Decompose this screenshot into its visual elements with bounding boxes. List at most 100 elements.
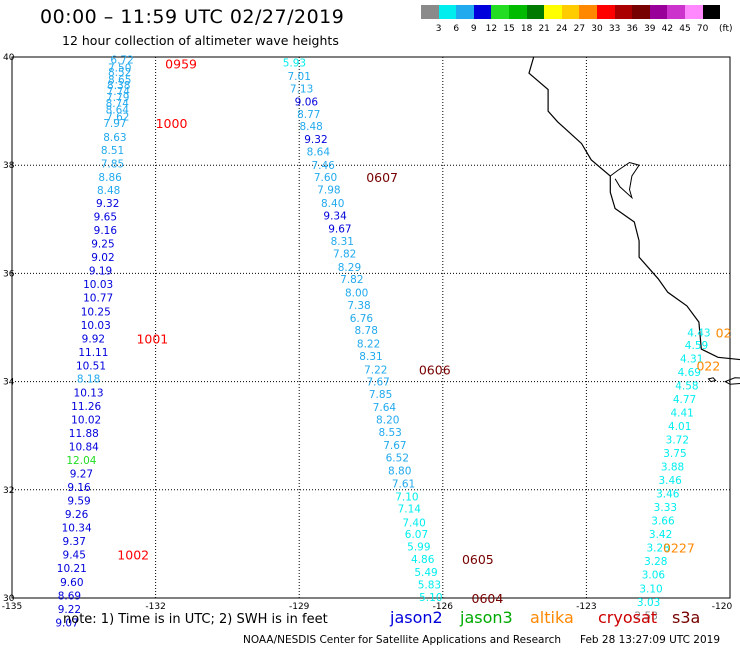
wave-height-value: 9.26: [65, 509, 89, 521]
wave-height-value: 5.10: [419, 592, 442, 604]
wave-height-value: 10.51: [76, 360, 106, 372]
pass-time-label: 0606: [419, 363, 451, 378]
lat-tick-label: 30: [3, 594, 15, 604]
pass-time-label: 1001: [136, 331, 168, 346]
wave-height-value: 4.86: [411, 554, 435, 566]
wave-height-value: 4.01: [668, 421, 691, 433]
pass-time-label: 0227: [663, 541, 695, 556]
wave-height-value: 9.07: [55, 617, 78, 629]
lon-tick-label: -135: [2, 602, 22, 612]
wave-height-value: 8.80: [388, 465, 411, 477]
wave-height-value: 6.52: [386, 452, 409, 464]
wave-height-value: 8.31: [331, 236, 354, 248]
lat-tick-label: 38: [3, 161, 15, 171]
legend-swatch: [597, 5, 615, 19]
wave-height-value: 3.10: [639, 583, 662, 595]
wave-height-value: 8.31: [359, 351, 382, 363]
legend-bin-label: 33: [608, 24, 621, 34]
map-title: 00:00 – 11:59 UTC 02/27/2019: [40, 6, 345, 28]
satellite-tracks: 6.727.508.528.658.387.747.798.748.647.62…: [55, 55, 710, 630]
wave-height-value: 3.28: [644, 556, 667, 568]
wave-height-value: 7.79: [106, 92, 129, 104]
legend-swatch: [544, 5, 562, 19]
wave-height-value: 7.67: [383, 440, 406, 452]
wave-height-value: 6.72: [110, 55, 133, 67]
legend-bin-label: 27: [573, 24, 586, 34]
coastline: [528, 56, 740, 385]
pass-time-label: 0605: [462, 552, 494, 567]
wave-height-value: 9.16: [94, 225, 118, 237]
wave-height-value: 4.59: [685, 340, 708, 352]
wave-height-value: 4.43: [687, 327, 710, 339]
wave-height-value: 8.20: [376, 414, 399, 426]
legend-swatch: [421, 5, 439, 19]
pass-time-label: 1000: [156, 116, 188, 131]
wave-height-value: 7.38: [347, 300, 370, 312]
wave-height-value: 7.40: [402, 517, 425, 529]
wave-height-value: 9.32: [304, 134, 327, 146]
wave-height-value: 10.13: [74, 387, 104, 399]
legend-swatch: [561, 5, 580, 19]
legend-bin-label: 12: [485, 24, 498, 34]
legend-swatch: [456, 5, 474, 19]
lat-tick-label: 36: [3, 269, 15, 279]
wave-height-value: 7.97: [103, 118, 126, 130]
wave-height-value: 8.00: [345, 287, 368, 299]
lon-tick-label: -126: [433, 602, 454, 612]
wave-height-value: 9.60: [60, 577, 83, 589]
wave-height-value: 8.64: [106, 104, 130, 116]
credit-line: NOAA/NESDIS Center for Satellite Applica…: [243, 634, 561, 646]
wave-height-value: 8.22: [357, 339, 380, 351]
legend-swatch: [579, 5, 597, 19]
pass-time-label: 0959: [165, 56, 197, 71]
lat-tick-label: 34: [3, 378, 15, 388]
legend-swatch: [632, 5, 650, 19]
wave-height-value: 3.33: [654, 502, 677, 514]
legend-bin-label: 39: [644, 24, 656, 34]
footnote: note: 1) Time is in UTC; 2) SWH is in fe…: [63, 612, 328, 627]
wave-height-value: 12.04: [66, 455, 96, 467]
wave-height-value: 9.25: [91, 239, 114, 251]
wave-height-value: 8.65: [108, 75, 131, 87]
wave-height-value: 9.34: [323, 211, 347, 223]
legend-bin-label: 21: [538, 24, 550, 34]
wave-height-value: 9.06: [295, 96, 319, 108]
lat-tick-label: 40: [3, 53, 15, 63]
wave-height-value: 8.63: [103, 132, 126, 144]
satellite-name-altika: altika: [530, 608, 574, 627]
lon-tick-label: -120: [712, 602, 733, 612]
wave-height-value: 11.11: [78, 347, 108, 359]
lon-tick-label: -129: [289, 602, 310, 612]
wave-height-value: 9.27: [70, 469, 93, 481]
wave-height-value: 3.28: [647, 543, 670, 555]
lon-tick-label: -132: [145, 602, 165, 612]
legend-swatch: [685, 5, 703, 19]
wave-height-value: 7.14: [398, 504, 422, 516]
wave-height-value: 8.86: [98, 172, 122, 184]
wave-height-value: 5.93: [283, 57, 306, 69]
wave-height-value: 8.38: [107, 80, 130, 92]
wave-height-value: 10.77: [83, 293, 113, 305]
wave-height-value: 9.45: [63, 550, 86, 562]
bay-outline: [609, 161, 640, 200]
wave-height-value: 7.98: [317, 185, 340, 197]
wave-height-value: 9.67: [328, 223, 351, 235]
legend-swatch: [526, 5, 545, 19]
wave-height-value: 5.99: [407, 542, 430, 554]
wave-height-value: 5.49: [414, 567, 437, 579]
wave-height-value: 6.76: [350, 313, 374, 325]
wave-height-value: 9.32: [96, 198, 119, 210]
wave-height-value: 7.01: [288, 71, 311, 83]
wave-height-value: 10.34: [62, 523, 92, 535]
wave-height-value: 7.85: [101, 159, 124, 171]
legend-swatch: [438, 5, 457, 19]
wave-height-value: 8.74: [106, 98, 130, 110]
wave-height-value: 8.78: [355, 325, 378, 337]
legend-swatch: [491, 5, 509, 19]
legend-swatch: [667, 5, 685, 19]
wave-height-value: 9.19: [89, 266, 112, 278]
wave-height-value: 7.46: [311, 160, 335, 172]
island-outline: [707, 377, 717, 383]
wave-height-value: 11.88: [69, 428, 99, 440]
